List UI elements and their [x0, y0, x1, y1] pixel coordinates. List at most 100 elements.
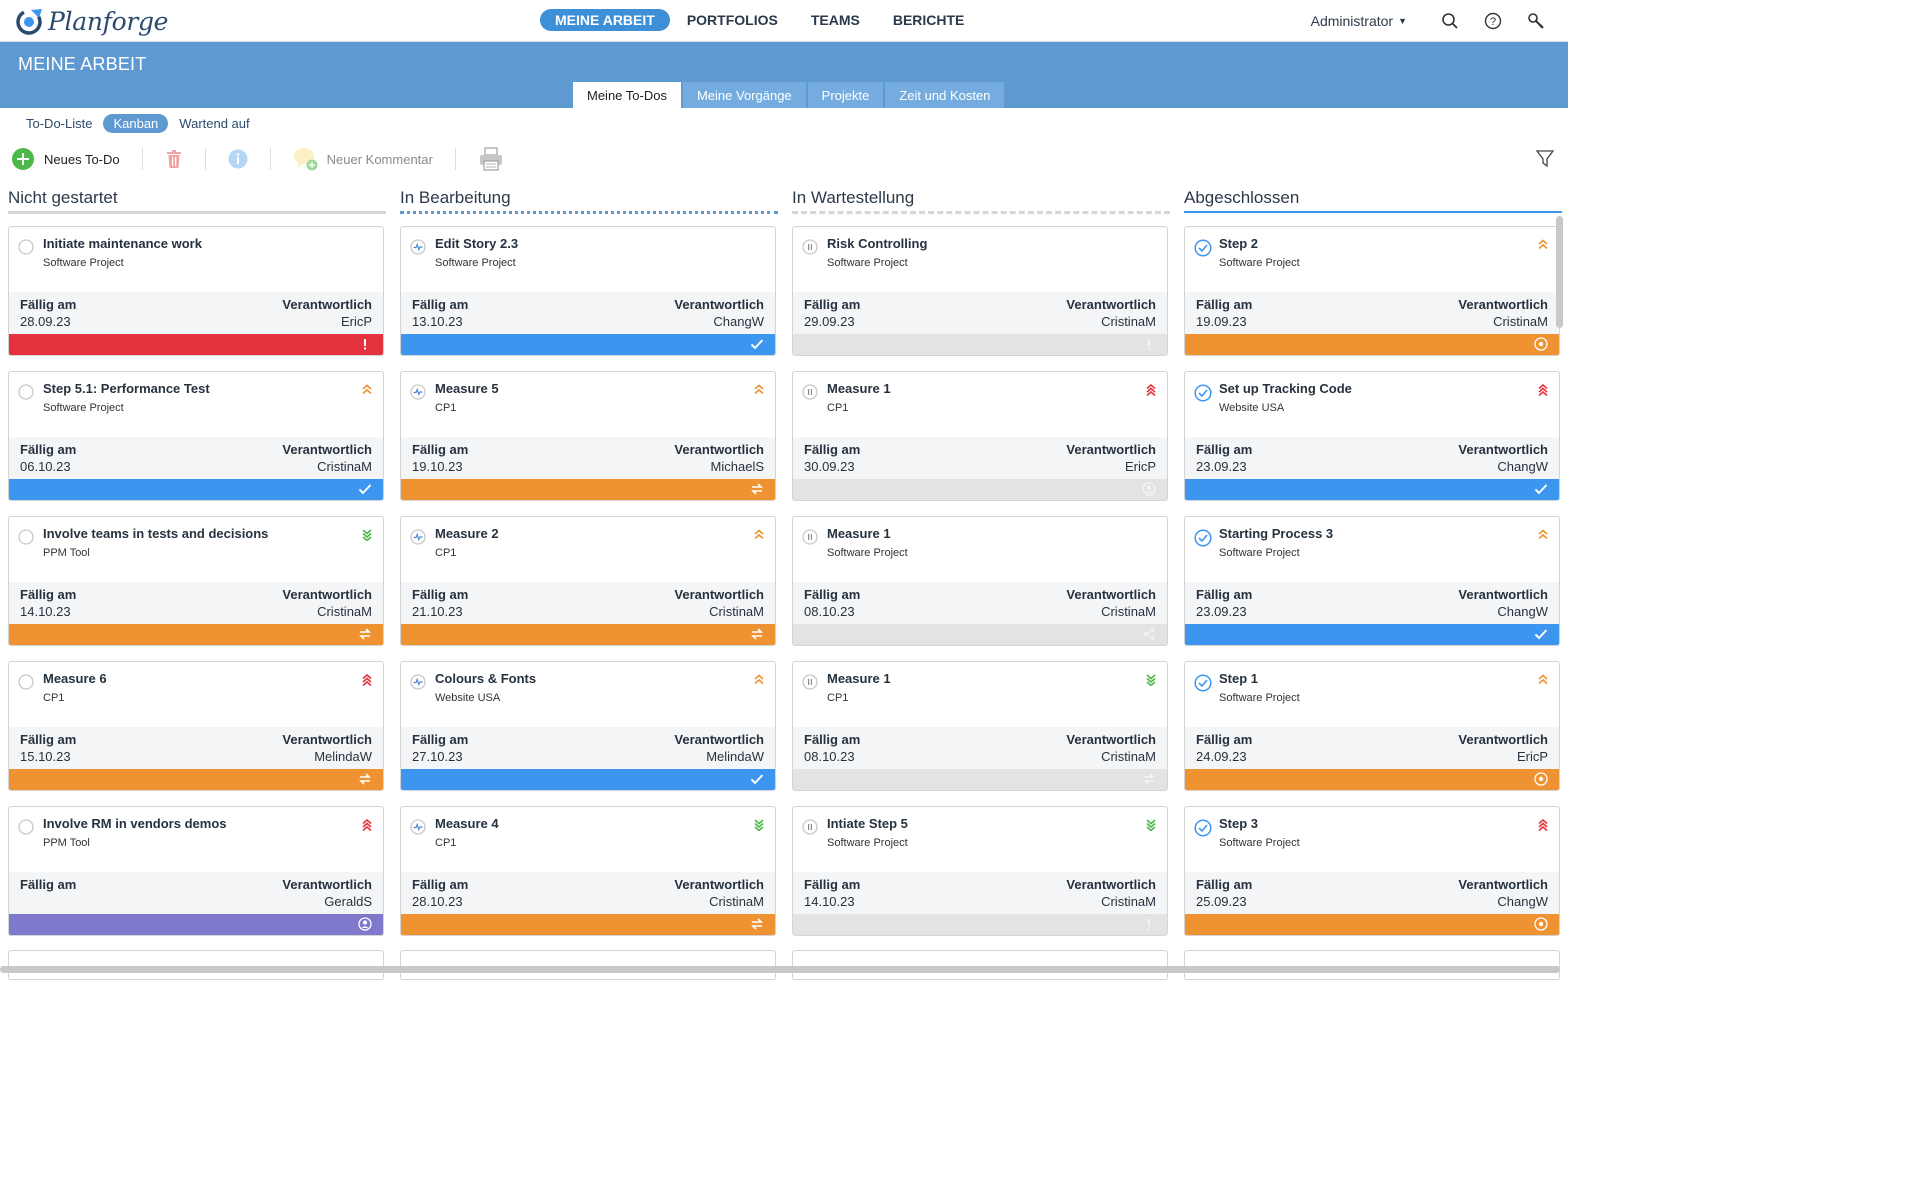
target-icon	[1534, 337, 1548, 351]
pause-icon[interactable]	[802, 384, 818, 400]
activity-icon[interactable]	[410, 674, 426, 690]
nav-berichte[interactable]: BERICHTE	[892, 12, 965, 28]
card-title[interactable]: Risk Controlling	[827, 236, 928, 251]
due-label: Fällig am	[804, 877, 861, 892]
card-title[interactable]: Intiate Step 5	[827, 816, 908, 831]
todo-card[interactable]: Measure 1 Software Project Fällig am Verant…	[792, 516, 1168, 646]
check-circle-icon[interactable]	[1194, 529, 1212, 547]
todo-card[interactable]: Step 3 Software Project Fällig am Verantwor…	[1184, 806, 1560, 936]
check-circle-icon[interactable]	[1194, 239, 1212, 257]
tab-zeit-und-kosten[interactable]: Zeit und Kosten	[885, 82, 1005, 108]
card-title[interactable]: Step 3	[1219, 816, 1259, 831]
todo-card-partial[interactable]	[8, 950, 384, 980]
card-details: Fällig am Verantwortlich 08.10.23 CristinaM	[793, 582, 1167, 624]
nav-teams[interactable]: TEAMS	[810, 12, 860, 28]
check-circle-icon[interactable]	[1194, 674, 1212, 692]
card-title[interactable]: Measure 5	[435, 381, 499, 396]
card-title[interactable]: Measure 1	[827, 526, 891, 541]
pause-icon[interactable]	[802, 529, 818, 545]
todo-card[interactable]: Intiate Step 5 Software Project Fällig am V…	[792, 806, 1168, 936]
todo-card[interactable]: Step 5.1: Performance Test Software Proje…	[8, 371, 384, 501]
card-title[interactable]: Involve teams in tests and decisions	[43, 526, 269, 541]
todo-card[interactable]: Starting Process 3 Software Project Fällig…	[1184, 516, 1560, 646]
app-logo[interactable]: Planforge	[14, 6, 168, 36]
card-title[interactable]: Step 1	[1219, 671, 1259, 686]
pause-icon[interactable]	[802, 819, 818, 835]
tab-projekte[interactable]: Projekte	[807, 82, 884, 108]
due-date: 19.10.23	[412, 459, 463, 474]
card-title[interactable]: Measure 2	[435, 526, 499, 541]
nav-portfolios[interactable]: PORTFOLIOS	[686, 12, 778, 28]
owner-label: Verantwortlich	[1458, 442, 1548, 457]
user-circle-icon	[358, 917, 372, 931]
due-label: Fällig am	[804, 587, 861, 602]
todo-card[interactable]: Measure 2 CP1 Fällig am Verantwortlich 21.10…	[400, 516, 776, 646]
subtab-todo-liste[interactable]: To-Do-Liste	[26, 116, 93, 131]
pause-icon[interactable]	[802, 239, 818, 255]
tab-meine-todos[interactable]: Meine To-Dos	[573, 82, 681, 108]
vertical-scrollbar[interactable]	[1556, 216, 1563, 328]
subtab-wartend-auf[interactable]: Wartend auf	[179, 116, 250, 131]
todo-card[interactable]: Involve RM in vendors demos PPM Tool Fälli…	[8, 806, 384, 936]
activity-icon[interactable]	[410, 819, 426, 835]
priority-low-icon	[362, 528, 372, 542]
card-title[interactable]: Step 2	[1219, 236, 1259, 251]
todo-card[interactable]: Initiate maintenance work Software Projec…	[8, 226, 384, 356]
card-title[interactable]: Edit Story 2.3	[435, 236, 519, 251]
todo-card[interactable]: Measure 6 CP1 Fällig am Verantwortlich 15.10…	[8, 661, 384, 791]
card-title[interactable]: Step 5.1: Performance Test	[43, 381, 210, 396]
card-title[interactable]: Colours & Fonts	[435, 671, 537, 686]
card-title[interactable]: Measure 1	[827, 671, 891, 686]
check-circle-icon[interactable]	[1194, 384, 1212, 402]
check-icon	[750, 337, 764, 351]
circle-icon[interactable]	[18, 819, 34, 835]
due-label: Fällig am	[804, 732, 861, 747]
print-button[interactable]	[478, 147, 504, 171]
tab-meine-vorgaenge[interactable]: Meine Vorgänge	[682, 82, 806, 108]
horizontal-scrollbar[interactable]	[0, 966, 1560, 973]
activity-icon[interactable]	[410, 529, 426, 545]
card-title[interactable]: Measure 1	[827, 381, 891, 396]
pause-icon[interactable]	[802, 674, 818, 690]
status-bar	[9, 914, 383, 935]
filter-icon[interactable]	[1535, 150, 1555, 168]
todo-card-partial[interactable]	[792, 950, 1168, 980]
card-title[interactable]: Measure 4	[435, 816, 499, 831]
delete-button[interactable]	[165, 149, 183, 169]
activity-icon[interactable]	[410, 239, 426, 255]
card-title[interactable]: Involve RM in vendors demos	[43, 816, 227, 831]
card-title[interactable]: Set up Tracking Code	[1219, 381, 1352, 396]
new-comment-button[interactable]: Neuer Kommentar	[293, 146, 433, 172]
todo-card[interactable]: Measure 1 CP1 Fällig am Verantwortlich 30.09…	[792, 371, 1168, 501]
nav-meine-arbeit[interactable]: MEINE ARBEIT	[540, 9, 670, 31]
check-circle-icon[interactable]	[1194, 819, 1212, 837]
todo-card[interactable]: Colours & Fonts Website USA Fällig am Veran…	[400, 661, 776, 791]
todo-card-partial[interactable]	[400, 950, 776, 980]
todo-card[interactable]: Measure 1 CP1 Fällig am Verantwortlich 08.10…	[792, 661, 1168, 791]
todo-card[interactable]: Step 1 Software Project Fällig am Verantwor…	[1184, 661, 1560, 791]
circle-icon[interactable]	[18, 529, 34, 545]
activity-icon[interactable]	[410, 384, 426, 400]
exchange-icon	[1142, 772, 1156, 786]
todo-card[interactable]: Measure 5 CP1 Fällig am Verantwortlich 19.10…	[400, 371, 776, 501]
circle-icon[interactable]	[18, 239, 34, 255]
user-menu[interactable]: Administrator ▼	[1311, 13, 1407, 29]
todo-card-partial[interactable]	[1184, 950, 1560, 980]
card-title[interactable]: Initiate maintenance work	[43, 236, 202, 251]
new-todo-button[interactable]: Neues To-Do	[12, 148, 120, 170]
card-title[interactable]: Measure 6	[43, 671, 107, 686]
circle-icon[interactable]	[18, 674, 34, 690]
card-title[interactable]: Starting Process 3	[1219, 526, 1334, 541]
tools-icon[interactable]	[1525, 10, 1547, 32]
todo-card[interactable]: Set up Tracking Code Website USA Fällig am…	[1184, 371, 1560, 501]
todo-card[interactable]: Measure 4 CP1 Fällig am Verantwortlich 28.10…	[400, 806, 776, 936]
circle-icon[interactable]	[18, 384, 34, 400]
subtab-kanban[interactable]: Kanban	[103, 114, 169, 133]
todo-card[interactable]: Involve teams in tests and decisions PPM …	[8, 516, 384, 646]
info-button[interactable]	[228, 149, 248, 169]
search-icon[interactable]	[1439, 10, 1461, 32]
help-icon[interactable]: ?	[1482, 10, 1504, 32]
todo-card[interactable]: Edit Story 2.3 Software Project Fällig am V…	[400, 226, 776, 356]
todo-card[interactable]: Step 2 Software Project Fällig am Verantwor…	[1184, 226, 1560, 356]
todo-card[interactable]: Risk Controlling Software Project Fällig a…	[792, 226, 1168, 356]
